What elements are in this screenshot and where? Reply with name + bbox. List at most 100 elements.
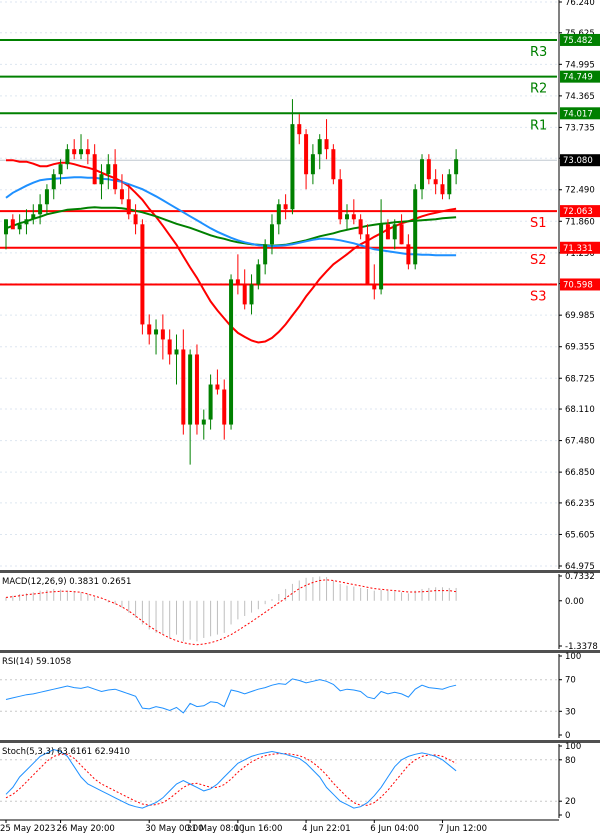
- candle-body: [379, 224, 384, 290]
- candle-body: [10, 219, 15, 230]
- rsi-tick-label: 100: [565, 652, 581, 662]
- candle-body: [454, 159, 459, 175]
- candle-body: [106, 164, 111, 175]
- macd-tick-label: -1.3378: [565, 642, 598, 652]
- candle-body: [413, 189, 418, 265]
- price-tick-label: 74.365: [565, 92, 595, 102]
- candle-body: [324, 139, 329, 150]
- candle-body: [38, 204, 43, 215]
- candle-body: [385, 224, 390, 240]
- rsi-panel: 100 70 30 0 RSI(14) 59.1058: [0, 652, 581, 741]
- candle-body: [351, 214, 356, 220]
- candle-body: [345, 214, 349, 220]
- candle-body: [433, 179, 438, 185]
- candle-body: [92, 154, 97, 185]
- candle-body: [372, 284, 377, 290]
- level-price-label: 71.331: [563, 244, 593, 254]
- candle-body: [99, 174, 104, 185]
- level-price-label: 72.063: [563, 207, 593, 217]
- candle-body: [365, 234, 370, 285]
- candle-body: [154, 329, 159, 335]
- candle-body: [304, 134, 309, 175]
- candle-body: [133, 214, 138, 225]
- candle-body: [113, 164, 118, 190]
- macd-signal-line: [5, 579, 457, 646]
- candle-body: [119, 189, 124, 200]
- time-tick-label: 6 Jun 04:00: [370, 824, 419, 834]
- level-name-s1: S1: [530, 216, 547, 231]
- time-tick-label: 31 May 08:00: [186, 824, 244, 834]
- candle-body: [420, 159, 425, 190]
- candle-body: [229, 279, 234, 425]
- price-tick-label: 71.230: [565, 249, 595, 259]
- macd-panel: 0.7332 0.00 -1.3378 MACD(12,26,9) 0.3831 0.…: [2, 572, 598, 652]
- candle-body: [399, 224, 404, 245]
- candle-body: [126, 199, 131, 215]
- level-price-label: 70.598: [563, 280, 593, 290]
- candle-body: [208, 384, 213, 420]
- candle-body: [31, 214, 36, 220]
- level-price-label: 75.482: [563, 36, 593, 46]
- stoch-tick-label: 20: [565, 797, 576, 807]
- level-price-box: [560, 241, 600, 254]
- current-price-label: 73.080: [563, 156, 593, 166]
- panel-separator: [0, 650, 600, 653]
- time-tick-label: 26 May 20:00: [57, 824, 115, 834]
- candle-body: [406, 244, 411, 265]
- candle-body: [51, 174, 56, 190]
- macd-title: MACD(12,26,9) 0.3831 0.2651: [2, 577, 131, 587]
- candle-body: [174, 349, 179, 355]
- candle-body: [181, 349, 186, 425]
- level-price-box: [560, 70, 600, 83]
- stoch-tick-label: 0: [565, 811, 570, 821]
- panel-separator: [0, 740, 600, 743]
- price-tick-label: 75.625: [565, 29, 595, 39]
- stoch-tick-label: 100: [565, 742, 581, 752]
- panel-separator: [0, 570, 600, 573]
- candle-body: [44, 189, 49, 205]
- candle-body: [290, 124, 295, 210]
- candle-body: [263, 244, 268, 265]
- price-tick-label: 66.235: [565, 499, 595, 509]
- level-price-box: [560, 278, 600, 291]
- candle-body: [4, 219, 8, 235]
- price-tick-label: 74.995: [565, 60, 595, 70]
- stoch-d-line: [5, 753, 457, 806]
- macd-tick-label: 0.7332: [565, 572, 595, 582]
- level-price-box: [560, 205, 600, 218]
- rsi-tick-label: 70: [565, 676, 576, 686]
- candle-body: [215, 384, 220, 390]
- level-price-box: [560, 107, 600, 120]
- candle-body: [331, 149, 336, 180]
- time-tick-label: 7 Jun 12:00: [438, 824, 487, 834]
- level-name-s2: S2: [530, 253, 547, 268]
- price-axis: 76.24075.62574.99574.36573.73573.12072.4…: [558, 0, 600, 818]
- candle-body: [242, 284, 247, 305]
- price-tick-label: 72.490: [565, 186, 595, 196]
- candle-body: [58, 164, 63, 175]
- candle-body: [17, 224, 22, 230]
- rsi-tick-label: 30: [565, 707, 576, 717]
- rsi-title: RSI(14) 59.1058: [2, 657, 71, 667]
- candle-body: [317, 139, 322, 155]
- candle-body: [249, 284, 254, 305]
- macd-tick-label: 0.00: [565, 597, 584, 607]
- candle-body: [201, 419, 206, 425]
- candle-body: [283, 204, 288, 210]
- stochastic-panel: 100 80 20 0 Stoch(5,3,3) 63.6161 62.9410: [0, 742, 581, 821]
- price-tick-label: 69.355: [565, 343, 595, 353]
- level-name-s3: S3: [530, 289, 547, 304]
- stoch-k-line: [5, 748, 457, 809]
- candle-body: [256, 264, 261, 285]
- level-name-r2: R2: [530, 82, 547, 97]
- price-tick-label: 76.240: [565, 0, 595, 8]
- candle-body: [276, 204, 281, 225]
- price-tick-label: 68.110: [565, 405, 595, 415]
- price-tick-label: 67.480: [565, 437, 595, 447]
- price-tick-label: 68.725: [565, 374, 595, 384]
- level-price-label: 74.017: [563, 109, 593, 119]
- time-tick-label: 25 May 2023: [0, 824, 55, 834]
- price-tick-label: 66.850: [565, 468, 595, 478]
